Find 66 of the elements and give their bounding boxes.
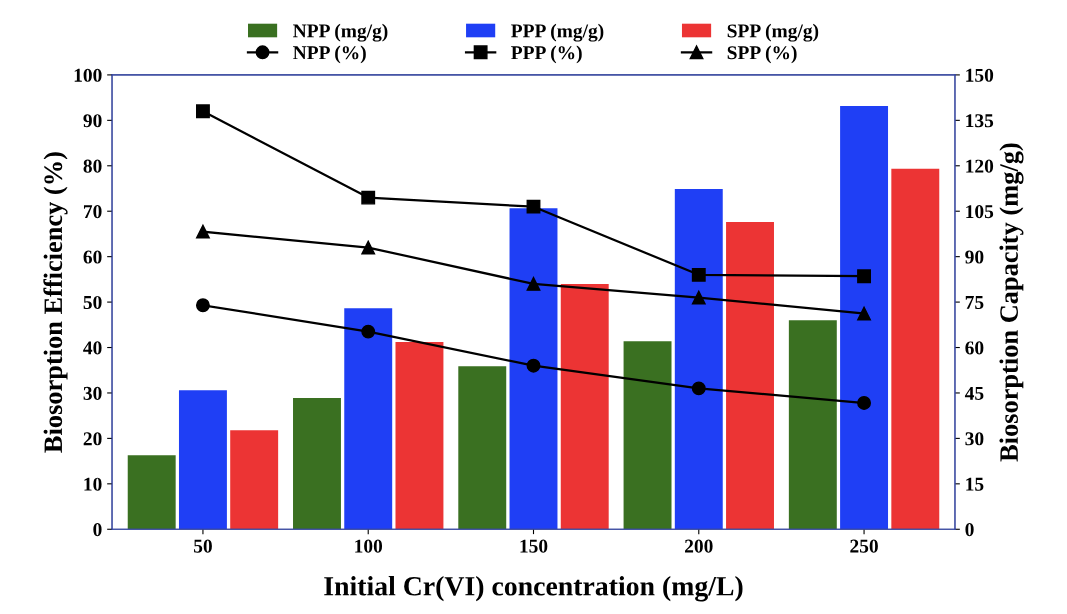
y-tick-label: 10 <box>84 477 102 491</box>
bar <box>891 168 940 530</box>
bar <box>230 430 279 530</box>
y2-axis-title: Biosorption Capacity (mg/g) <box>999 143 1024 462</box>
point <box>195 224 210 239</box>
point <box>691 381 706 396</box>
y-axis-title: Biosorption Efficiency (%) <box>43 152 68 453</box>
y2-tick-label: 90 <box>965 250 984 264</box>
bar <box>560 283 609 530</box>
bar <box>293 398 341 530</box>
point <box>857 269 872 284</box>
bar <box>344 308 393 530</box>
point <box>361 190 376 205</box>
bar <box>127 455 176 530</box>
bar <box>178 390 227 530</box>
bar <box>840 106 889 530</box>
y-tick-label: 30 <box>83 386 102 400</box>
y2-tick-label: 45 <box>964 386 984 400</box>
point <box>195 104 210 119</box>
y-tick-label: 90 <box>83 114 102 128</box>
y-tick-label: 80 <box>83 159 102 173</box>
x-tick-label: 200 <box>685 539 713 553</box>
bar <box>509 208 558 530</box>
y-tick-label: 100 <box>74 68 102 82</box>
bar <box>623 341 672 530</box>
x-axis-title: Initial Cr(VI) concentration (mg/L) <box>324 576 743 602</box>
y-tick-label: 0 <box>93 523 102 537</box>
bar <box>788 320 837 530</box>
legend-label: NPP (mg/g) <box>293 23 388 42</box>
y2-tick-label: 120 <box>966 159 994 173</box>
point <box>195 298 210 313</box>
legend-label: PPP (mg/g) <box>511 23 604 42</box>
bar <box>395 342 444 530</box>
legend-label: SPP (%) <box>727 45 797 64</box>
y-tick-label: 60 <box>83 250 102 264</box>
y-tick-label: 50 <box>83 295 102 310</box>
bar <box>458 366 507 530</box>
y2-tick-label: 0 <box>965 523 974 537</box>
point <box>691 290 706 305</box>
legend-label: SPP (mg/g) <box>727 23 819 42</box>
y-tick-label: 40 <box>83 341 102 355</box>
y2-tick-label: 15 <box>966 477 984 491</box>
x-tick-label: 50 <box>193 539 212 553</box>
point <box>526 358 541 373</box>
y2-tick-label: 150 <box>966 68 994 82</box>
point <box>857 396 872 410</box>
bar <box>726 222 774 530</box>
point <box>526 199 541 214</box>
x-tick-label: 100 <box>355 539 383 553</box>
point <box>361 240 376 255</box>
legend-label: PPP (%) <box>511 45 582 64</box>
x-tick-label: 250 <box>850 539 878 553</box>
y2-tick-label: 30 <box>965 432 984 446</box>
y2-tick-label: 75 <box>965 296 984 310</box>
y-tick-label: 20 <box>83 432 102 446</box>
legend-label: NPP (%) <box>293 45 366 64</box>
y2-tick-label: 60 <box>965 341 984 355</box>
y2-tick-label: 135 <box>966 114 994 128</box>
y-tick-label: 70 <box>83 205 102 219</box>
point <box>361 324 376 339</box>
bar <box>674 189 723 530</box>
point <box>691 267 706 282</box>
point <box>526 276 541 291</box>
y2-tick-label: 105 <box>966 205 994 219</box>
x-tick-label: 150 <box>520 539 548 553</box>
point <box>857 306 872 321</box>
